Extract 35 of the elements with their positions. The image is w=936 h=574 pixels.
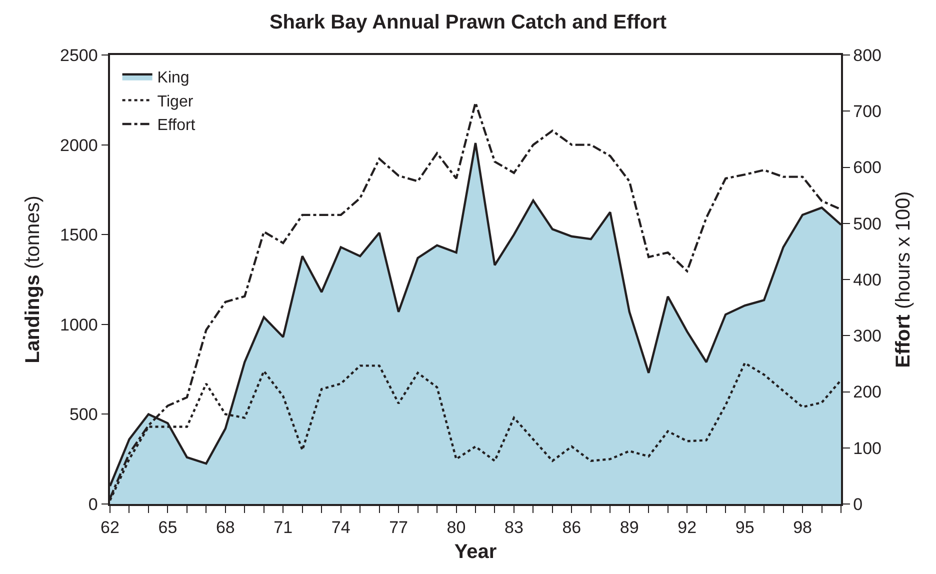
x-tick-label: 86 xyxy=(562,518,582,538)
x-tick-label: 77 xyxy=(389,518,408,538)
y2-tick-label: 700 xyxy=(853,102,882,122)
x-tick-label: 68 xyxy=(216,518,235,538)
y-tick-label: 500 xyxy=(69,405,98,424)
y-tick-label: 2000 xyxy=(60,136,98,155)
y2-tick-label: 200 xyxy=(853,382,882,402)
y2-tick-label: 500 xyxy=(853,214,882,234)
x-tick-label: 80 xyxy=(446,518,466,538)
x-tick-label: 83 xyxy=(504,518,524,538)
y2-tick-label: 100 xyxy=(853,438,882,458)
y2-axis-title: Effort (hours x 100) xyxy=(892,191,915,368)
legend-label: King xyxy=(157,70,190,87)
y2-tick-label: 300 xyxy=(853,326,882,346)
chart-title: Shark Bay Annual Prawn Catch and Effort xyxy=(269,11,667,34)
y2-tick-label: 600 xyxy=(853,158,882,178)
x-tick-label: 65 xyxy=(158,518,178,538)
x-tick-label: 95 xyxy=(735,518,754,538)
x-tick-label: 74 xyxy=(331,518,350,538)
x-tick-label: 92 xyxy=(678,518,697,538)
y-tick-label: 0 xyxy=(88,494,98,514)
y-tick-label: 1000 xyxy=(60,315,98,334)
y-axis-title: Landings (tonnes) xyxy=(22,196,44,364)
x-tick-label: 62 xyxy=(100,518,120,538)
x-tick-label: 89 xyxy=(620,518,639,538)
y-tick-label: 2500 xyxy=(60,46,98,65)
legend-label: Tiger xyxy=(157,93,194,110)
x-axis-title: Year xyxy=(454,541,497,564)
y-tick-label: 1500 xyxy=(60,226,98,245)
y2-tick-label: 0 xyxy=(853,494,863,514)
y2-tick-label: 800 xyxy=(853,46,882,65)
x-tick-label: 98 xyxy=(793,518,812,538)
y2-tick-label: 400 xyxy=(853,270,882,290)
x-tick-label: 71 xyxy=(274,518,293,538)
legend-label: Effort xyxy=(157,117,196,134)
